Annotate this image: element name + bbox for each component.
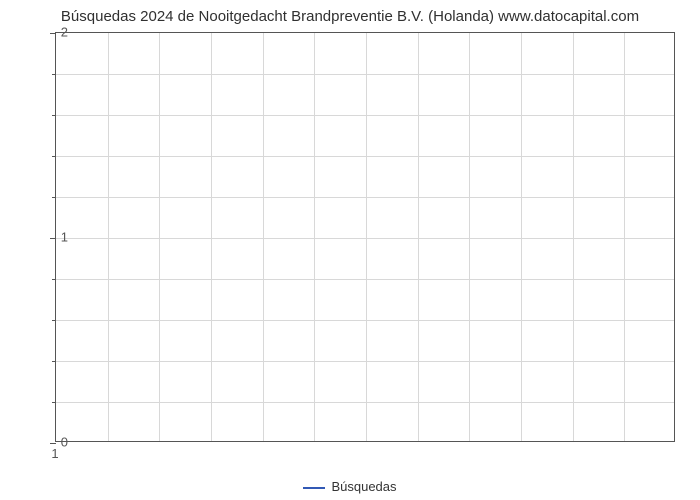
ytick-label: 2 [38, 25, 68, 40]
gridline-h-minor [56, 320, 674, 321]
xtick-label: 1 [51, 446, 58, 461]
ytick-minor [52, 320, 56, 321]
gridline-h-minor [56, 279, 674, 280]
legend-swatch [303, 487, 325, 489]
gridline-h-minor [56, 402, 674, 403]
gridline-h-minor [56, 156, 674, 157]
gridline-v [521, 33, 522, 441]
ytick-minor [52, 197, 56, 198]
gridline-h [56, 238, 674, 239]
ytick-minor [52, 279, 56, 280]
gridline-v [159, 33, 160, 441]
ytick-label: 1 [38, 230, 68, 245]
plot-container [55, 32, 675, 442]
plot-area [55, 32, 675, 442]
gridline-v [108, 33, 109, 441]
gridline-v [573, 33, 574, 441]
gridline-h-minor [56, 115, 674, 116]
ytick-minor [52, 156, 56, 157]
legend: Búsquedas [0, 479, 700, 494]
gridline-h-minor [56, 74, 674, 75]
ytick-minor [52, 402, 56, 403]
ytick-minor [52, 115, 56, 116]
gridline-v [418, 33, 419, 441]
chart-title: Búsquedas 2024 de Nooitgedacht Brandprev… [0, 0, 700, 25]
gridline-h-minor [56, 197, 674, 198]
legend-label: Búsquedas [331, 479, 396, 494]
gridline-v [263, 33, 264, 441]
ytick-minor [52, 74, 56, 75]
ytick-minor [52, 361, 56, 362]
gridline-v [211, 33, 212, 441]
gridline-v [366, 33, 367, 441]
gridline-h-minor [56, 361, 674, 362]
gridline-v [624, 33, 625, 441]
gridline-v [469, 33, 470, 441]
gridline-v [314, 33, 315, 441]
